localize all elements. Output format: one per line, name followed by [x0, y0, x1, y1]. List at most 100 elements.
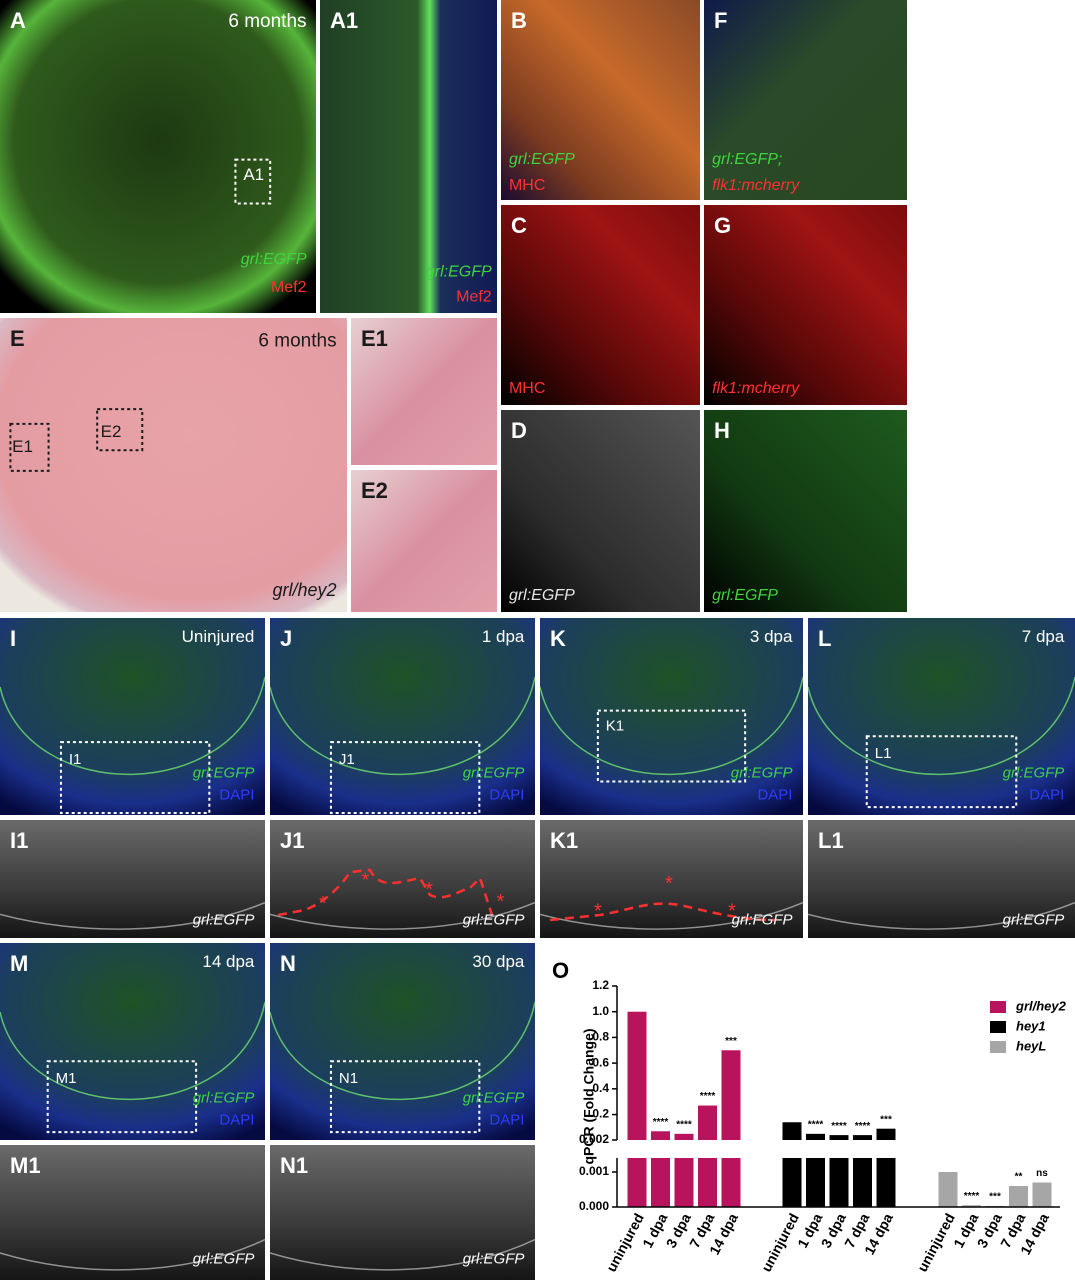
bar	[721, 1050, 741, 1140]
inset-box	[59, 741, 211, 815]
image-panel: M1 grl:EGFP	[0, 1145, 265, 1280]
y-tick-label: 0.2	[592, 1107, 609, 1121]
panel-content	[540, 618, 803, 815]
panel-content	[0, 318, 347, 612]
micrograph	[0, 943, 265, 1140]
panel-text: *	[728, 900, 736, 922]
panel-content	[270, 943, 535, 1140]
micrograph	[351, 318, 497, 465]
micrograph	[270, 943, 535, 1140]
panel-content	[0, 0, 316, 313]
micrograph	[0, 318, 347, 612]
panel-text: flk1:mcherry	[712, 177, 800, 194]
significance-label: ****	[831, 1121, 847, 1132]
inset-box	[96, 408, 144, 452]
panel-content	[270, 820, 535, 938]
image-panel: C MHC	[501, 205, 700, 405]
significance-label: ****	[700, 1091, 716, 1102]
panel-text: grl:EGFP	[241, 251, 307, 268]
image-panel: N 30 dpa grl:EGFP DAPI N1	[270, 943, 535, 1140]
micrograph	[0, 618, 265, 815]
edge-signal	[540, 901, 803, 930]
panel-label: D	[511, 418, 527, 443]
panel-text: MHC	[509, 177, 545, 194]
panel-content	[704, 410, 907, 612]
bar-base	[806, 1158, 825, 1207]
bar-base	[782, 1158, 802, 1207]
panel-text: grl:EGFP;	[712, 151, 782, 168]
inset-box	[596, 709, 747, 783]
image-panel: K 3 dpa grl:EGFP DAPI K1	[540, 618, 803, 815]
bar	[651, 1131, 670, 1140]
panel-text: grl:EGFP	[193, 911, 255, 928]
bar	[853, 1135, 872, 1140]
image-panel: A1 grl:EGFP Mef2	[320, 0, 497, 313]
image-panel: M 14 dpa grl:EGFP DAPI M1	[0, 943, 265, 1140]
panel-content	[704, 0, 907, 200]
panel-text: grl:EGFP	[426, 264, 492, 281]
bar	[1032, 1182, 1052, 1207]
panel-label: M	[10, 951, 28, 976]
panel-text: M1	[56, 1070, 77, 1087]
epicardium-edge	[270, 676, 535, 776]
bar-base	[674, 1158, 694, 1207]
panel-text: DAPI	[489, 786, 524, 803]
image-panel: L 7 dpa grl:EGFP DAPI L1	[808, 618, 1075, 815]
panel-content	[808, 618, 1075, 815]
panel-label: G	[714, 213, 731, 238]
panel-content	[351, 470, 497, 612]
inset-box	[865, 735, 1018, 809]
panel-text: N1	[339, 1070, 358, 1087]
edge-signal	[270, 1238, 535, 1271]
inset-box	[234, 158, 272, 205]
y-tick-label: 1.0	[592, 1004, 609, 1018]
panel-label: N	[280, 951, 296, 976]
panel-text: 1 dpa	[482, 627, 525, 646]
panel-content	[501, 410, 700, 612]
panel-label: B	[511, 8, 527, 33]
panel-label: I	[10, 626, 16, 651]
panel-text: grl:EGFP	[463, 911, 525, 928]
edge-signal	[270, 901, 535, 930]
y-tick-label: 0.001	[579, 1164, 609, 1178]
micrograph	[501, 410, 700, 612]
bar	[829, 1135, 849, 1140]
panel-text: Uninjured	[182, 627, 255, 646]
panel-text: grl:EGFP	[193, 1251, 255, 1268]
panel-text: 7 dpa	[1022, 627, 1065, 646]
panel-text: E1	[12, 437, 33, 456]
panel-text: DAPI	[219, 786, 254, 803]
injury-outline	[277, 868, 494, 917]
panel-text: *	[425, 879, 433, 901]
edge-signal	[0, 901, 265, 930]
significance-label: ***	[989, 1192, 1001, 1203]
panel-text: K1	[606, 717, 624, 734]
inset-box	[46, 1060, 198, 1134]
panel-text: DAPI	[1029, 786, 1064, 803]
panel-label: I1	[10, 828, 28, 853]
micrograph	[270, 820, 535, 938]
panel-text: A1	[243, 165, 264, 184]
panel-text: *	[319, 893, 327, 915]
panel-label: N1	[280, 1153, 308, 1178]
image-panel: E 6 months grl/hey2 E1 E2	[0, 318, 347, 612]
significance-label: ****	[855, 1121, 871, 1132]
legend-label: hey1	[1016, 1018, 1046, 1033]
panel-text: *	[362, 870, 370, 892]
inset-box	[9, 422, 50, 472]
bar-base	[651, 1158, 670, 1207]
panel-content	[0, 618, 265, 815]
panel-text: grl:EGFP	[463, 1251, 525, 1268]
panel-text: *	[497, 891, 505, 913]
inset-box	[329, 1060, 481, 1134]
significance-label: ****	[964, 1191, 980, 1202]
panel-label: E2	[361, 478, 388, 503]
micrograph	[704, 205, 907, 405]
panel-text: 30 dpa	[472, 952, 525, 971]
bar	[938, 1172, 958, 1207]
image-panel: I1 grl:EGFP	[0, 820, 265, 938]
bar-base	[627, 1158, 647, 1207]
